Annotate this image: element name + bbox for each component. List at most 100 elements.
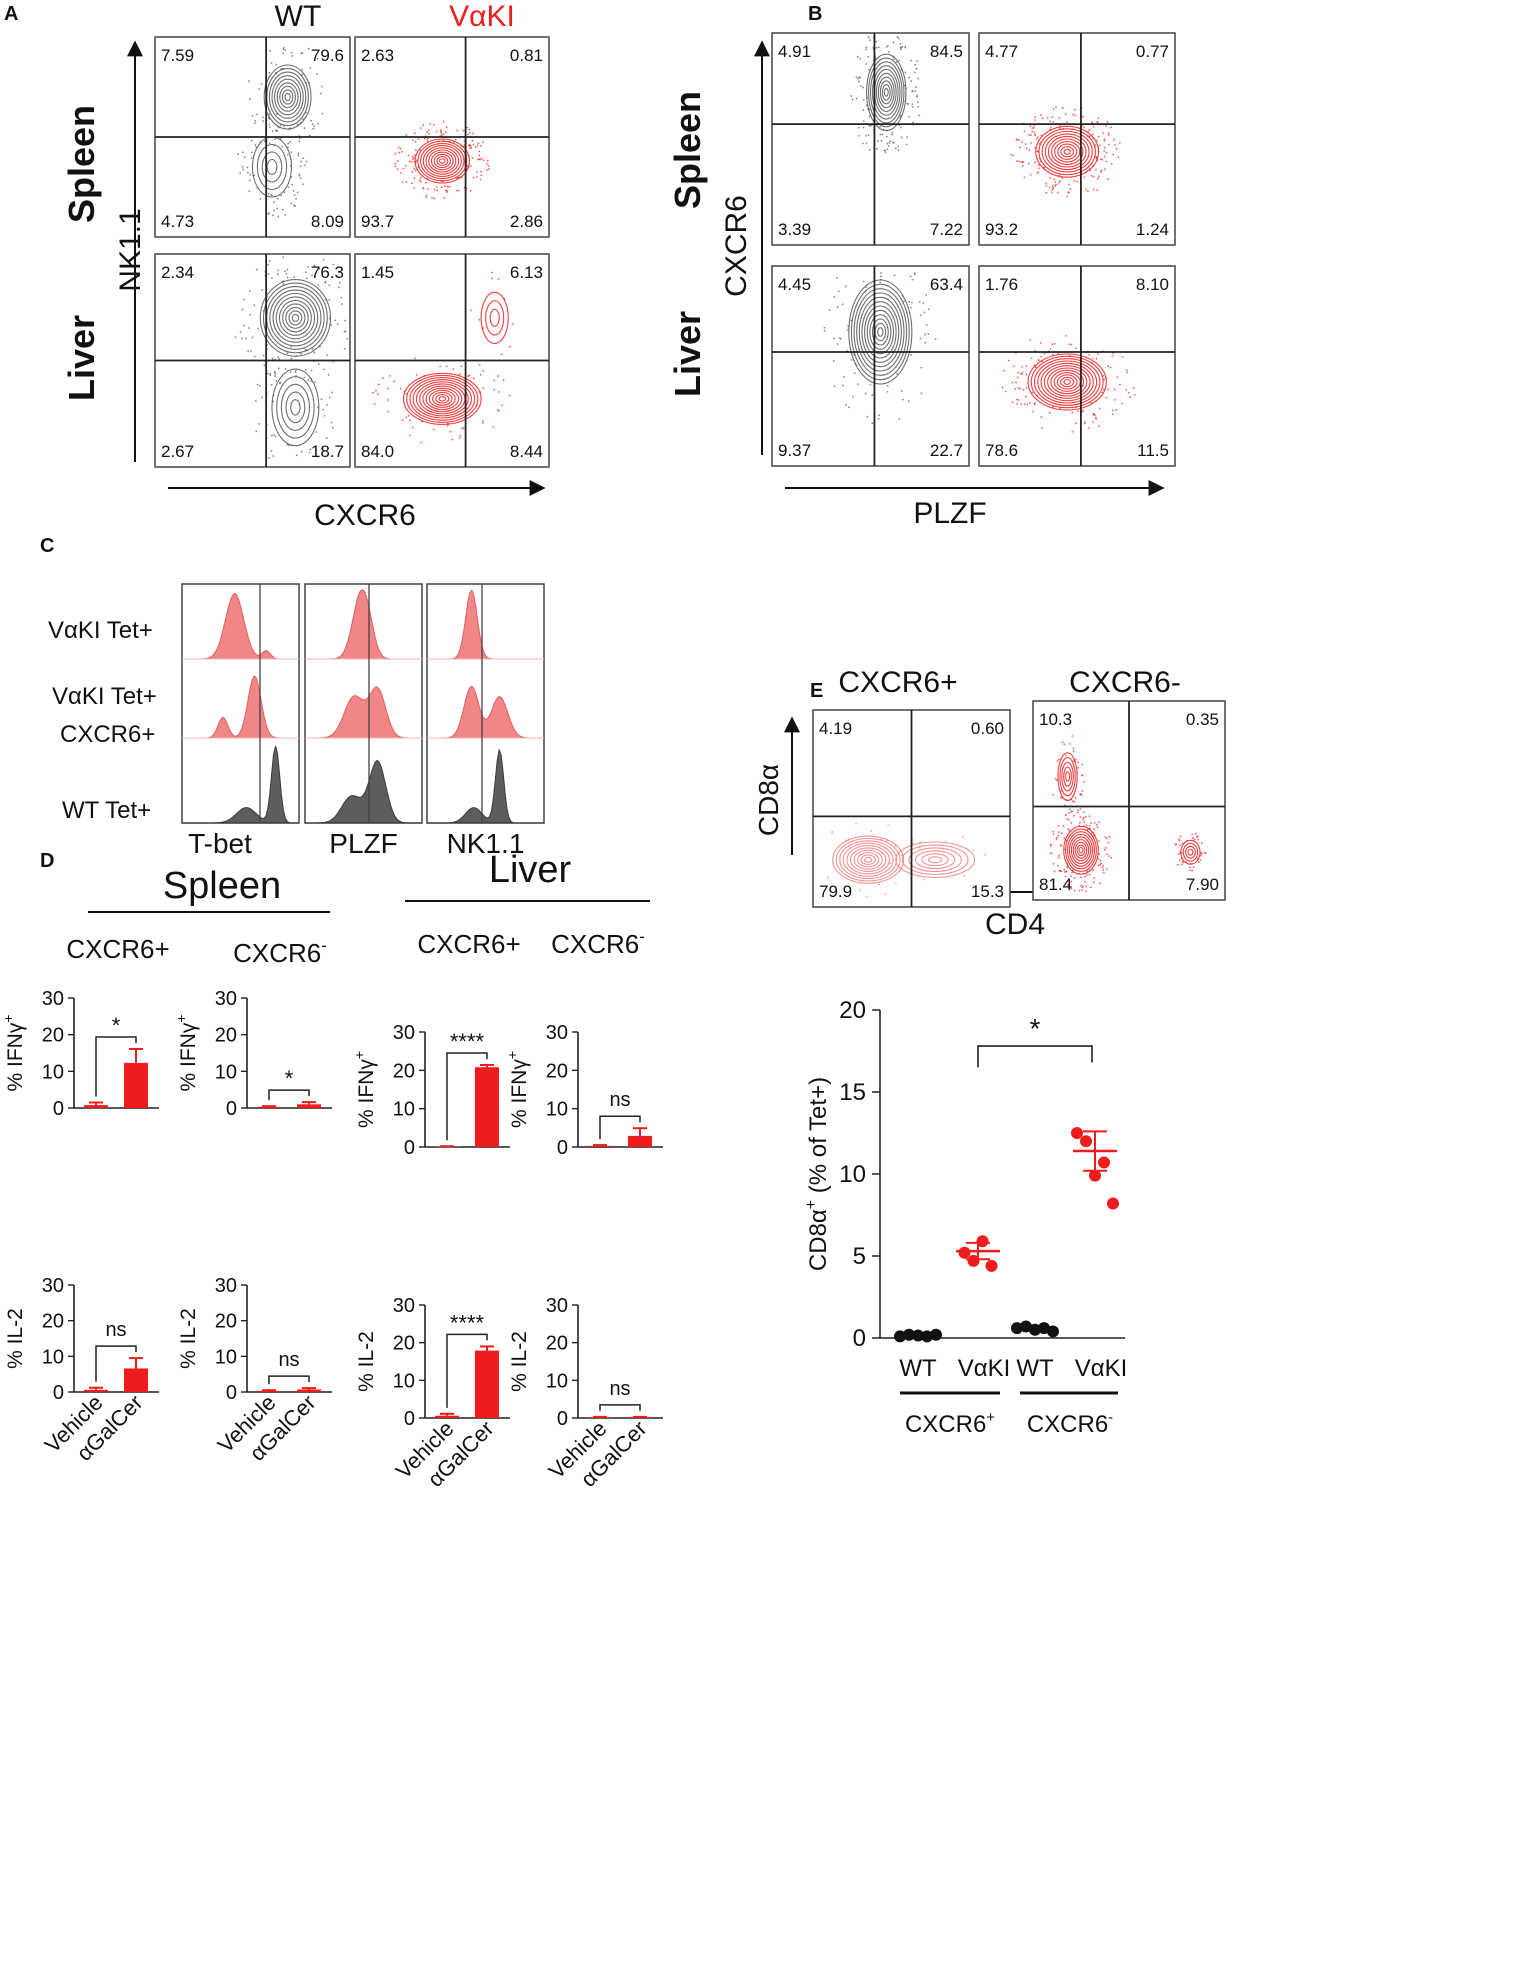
flow-b-liver-ki-event-dot — [1016, 398, 1019, 401]
flow-a-liver-ki-event-dot — [377, 383, 380, 386]
flow-b-spleen-ki-event-dot — [1115, 148, 1118, 150]
flow-b-spleen-wt-event-dot — [877, 140, 879, 143]
flow-a-spleen-ki-event-dot — [425, 196, 427, 199]
flow-a-spleen-wt-event-dot — [289, 140, 291, 143]
flow-b-spleen-wt-event-dot — [900, 136, 903, 139]
flow-e-cxcr6-neg-contour — [1059, 756, 1076, 797]
flow-b-spleen-wt-contour — [879, 80, 893, 105]
panel-e-xlabel: CD4 — [985, 908, 1045, 941]
flow-a-spleen-wt-event-dot — [289, 165, 292, 167]
flow-e-cxcr6-neg-event-dot — [1199, 859, 1202, 862]
flow-a-liver-wt-event-dot — [331, 426, 334, 429]
flow-e-cxcr6-neg-event-dot — [1090, 832, 1092, 835]
flow-a-spleen-ki-contour — [428, 149, 457, 173]
flow-a-liver-wt-event-dot — [267, 263, 270, 266]
flow-a-spleen-wt-event-dot — [304, 164, 306, 167]
flow-a-spleen-ki-event-dot — [411, 139, 414, 142]
flow-b-spleen-ki-event-dot — [1054, 185, 1056, 187]
flow-b-liver-wt-event-dot — [828, 309, 831, 312]
flow-b-spleen-ki-event-dot — [1090, 174, 1093, 177]
flow-a-liver-wt-event-dot — [241, 337, 243, 340]
flow-b-spleen-wt-event-dot — [862, 86, 864, 89]
flow-e-cxcr6-neg-q-ul: 10.3 — [1039, 710, 1072, 729]
flow-a-spleen-ki-event-dot — [472, 132, 474, 135]
flow-e-cxcr6-neg-event-dot — [1080, 876, 1082, 878]
flow-b-spleen-ki-event-dot — [1030, 141, 1033, 144]
flow-e-cxcr6-neg-contour — [1182, 842, 1199, 862]
flow-e-cxcr6-neg-event-dot — [1179, 851, 1181, 854]
flow-e-cxcr6-neg-event-dot — [1188, 866, 1191, 869]
flow-e-cxcr6-neg-event-dot — [1060, 789, 1062, 792]
flow-a-liver-ki-event-dot — [420, 441, 423, 444]
flow-e-cxcr6-neg-event-dot — [1086, 828, 1089, 831]
flow-a-liver-ki-contour — [415, 381, 469, 417]
flow-a-spleen-wt-contour — [276, 82, 299, 112]
flow-b-liver-ki-event-dot — [1011, 401, 1014, 404]
flow-e-cxcr6-neg-event-dot — [1060, 832, 1063, 835]
flow-a-liver-wt-event-dot — [343, 330, 346, 333]
flow-a-liver-wt-event-dot — [269, 374, 272, 376]
flow-a-spleen-wt-event-dot — [310, 119, 313, 122]
flow-b-liver-ki-event-dot — [1025, 373, 1028, 376]
flow-e-cxcr6-neg-event-dot — [1085, 815, 1087, 818]
panel-a-col-ki: VαKI — [449, 0, 515, 33]
flow-a-liver-wt-event-dot — [334, 319, 337, 322]
flow-b-spleen-ki-event-dot — [1024, 143, 1027, 145]
flow-e-cxcr6-neg-event-dot — [1093, 822, 1096, 824]
flow-a-spleen-ki-contour — [430, 151, 454, 171]
flow-a-liver-wt-q-ll: 2.67 — [161, 442, 194, 461]
flow-a-liver-wt-event-dot — [247, 350, 250, 352]
flow-b-liver-wt-contour — [853, 288, 908, 376]
flow-e-cxcr6-neg-event-dot — [1064, 875, 1067, 878]
flow-b-spleen-ki-event-dot — [1064, 113, 1067, 116]
significance-label: * — [285, 1066, 294, 1091]
flow-e-cxcr6-neg-event-dot — [1095, 823, 1098, 826]
flow-a-liver-ki-event-dot — [475, 404, 478, 407]
flow-a-liver-wt-event-dot — [322, 408, 324, 411]
flow-b-spleen-ki-event-dot — [1062, 128, 1065, 130]
flow-a-liver-wt-event-dot — [262, 354, 265, 357]
flow-b-spleen-wt-event-dot — [868, 115, 871, 118]
flow-b-spleen-ki-contour — [1054, 140, 1081, 163]
flow-a-spleen-wt-event-dot — [273, 201, 275, 204]
flow-a-liver-ki-event-dot — [491, 271, 493, 274]
flow-b-spleen-wt-event-dot — [895, 61, 898, 63]
flow-b-liver-ki-event-dot — [1053, 343, 1056, 345]
flow-b-liver-wt-contour — [861, 301, 900, 363]
flow-a-liver-ki-event-dot — [386, 387, 389, 390]
flow-a-spleen-ki-event-dot — [487, 164, 490, 167]
bar-y-label: % IFNγ+ — [0, 1014, 27, 1091]
flow-b-liver-ki-event-dot — [1070, 343, 1073, 346]
flow-a-spleen-ki-event-dot — [432, 123, 435, 126]
flow-b-liver-wt-event-dot — [853, 372, 856, 375]
flow-a-spleen-wt-contour — [268, 71, 307, 123]
flow-a-liver-ki-contour — [480, 291, 509, 345]
flow-a-liver-wt-event-dot — [257, 327, 260, 330]
flow-a-spleen-wt-event-dot — [279, 137, 282, 140]
flow-a-liver-wt-event-dot — [344, 319, 347, 322]
flow-e-cxcr6-neg-event-dot — [1070, 887, 1073, 890]
flow-b-spleen-wt-event-dot — [892, 55, 895, 58]
flow-b-spleen-wt-event-dot — [857, 126, 860, 129]
flow-b-liver-ki-contour — [1040, 362, 1094, 402]
flow-a-liver-wt-event-dot — [275, 380, 278, 382]
flow-b-spleen-wt-event-dot — [908, 76, 910, 79]
flow-a-spleen-wt-event-dot — [256, 113, 259, 116]
flow-b-spleen-ki-event-dot — [1095, 155, 1098, 158]
flow-e-cxcr6-neg-event-dot — [1081, 889, 1084, 891]
flow-a-liver-wt-event-dot — [269, 372, 272, 375]
flow-a-liver-wt-event-dot — [266, 372, 269, 375]
flow-a-spleen-wt-event-dot — [305, 81, 307, 84]
flow-a-spleen-ki-event-dot — [433, 188, 436, 191]
flow-a-liver-wt-event-dot — [261, 289, 263, 291]
flow-a-spleen-ki-event-dot — [476, 171, 479, 173]
flow-e-cxcr6-pos-event-dot — [922, 878, 925, 881]
flow-e-cxcr6-neg-contour — [1063, 766, 1072, 787]
flow-e-cxcr6-pos-event-dot — [847, 837, 850, 840]
flow-b-liver-ki-event-dot — [1074, 422, 1077, 425]
flow-a-spleen-ki-event-dot — [466, 164, 469, 167]
flow-b-liver-ki-event-dot — [1026, 403, 1029, 406]
flow-e-cxcr6-neg-event-dot — [1089, 827, 1091, 830]
significance-label: ns — [609, 1378, 630, 1400]
flow-a-spleen-wt-event-dot — [246, 171, 249, 174]
